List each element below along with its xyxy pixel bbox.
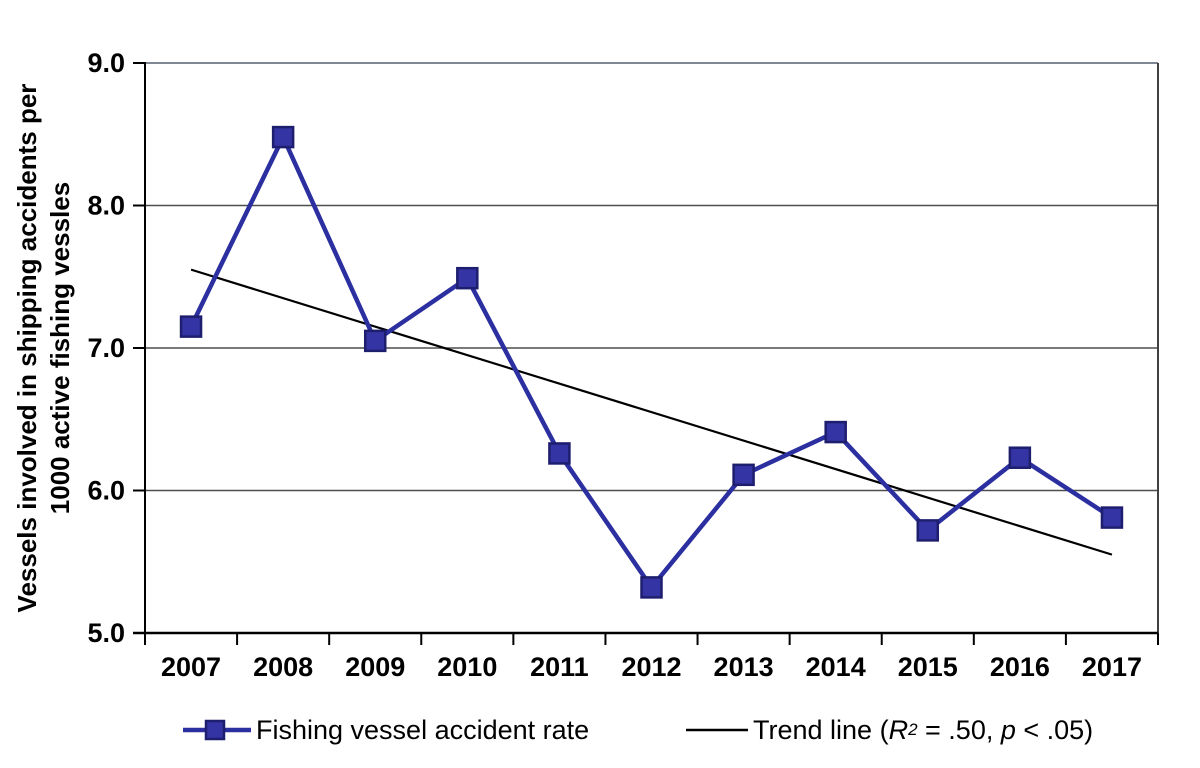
data-point-2010 xyxy=(456,266,479,290)
legend-item-trend-line: Trend line ( R 2 = .50, p < .05) xyxy=(686,711,1093,749)
y-tick-label: 6.0 xyxy=(87,476,125,506)
x-tick-label: 2013 xyxy=(714,652,774,682)
data-point-2013 xyxy=(732,463,755,487)
series-line-marker-swatch xyxy=(183,719,251,741)
y-axis-title-line2: 1000 active fishing vessles xyxy=(45,181,75,515)
data-point-2008 xyxy=(271,125,295,149)
trend-line xyxy=(190,268,1113,556)
x-tick-label: 2010 xyxy=(437,652,497,682)
trend-line-swatch xyxy=(686,728,748,732)
x-tick-label: 2014 xyxy=(806,652,866,682)
y-axis-title: Vessels involved in shipping accidents p… xyxy=(11,38,77,658)
y-tick-label: 8.0 xyxy=(87,191,125,221)
data-point-2012 xyxy=(640,576,663,599)
y-tick-label: 7.0 xyxy=(87,333,125,363)
x-tick-label: 2017 xyxy=(1082,652,1142,682)
data-point-2011 xyxy=(548,442,571,465)
legend-series-label: Fishing vessel accident rate xyxy=(256,714,590,745)
x-tick-label: 2012 xyxy=(621,652,681,682)
legend-trend-label: Trend line xyxy=(753,714,873,745)
series-line xyxy=(189,131,1114,592)
fishing-accident-rate-chart: 5.0 6.0 7.0 8.0 9.0 2007 2008 2009 2010 2011 2012 2… xyxy=(87,48,1159,682)
x-tick-label: 2007 xyxy=(161,652,221,682)
y-tick-label: 9.0 xyxy=(87,48,125,78)
data-point-2017 xyxy=(1100,506,1124,529)
data-point-2016 xyxy=(1008,446,1032,469)
legend-item-accident-rate: Fishing vessel accident rate xyxy=(183,711,589,749)
x-tick-label: 2016 xyxy=(990,652,1050,682)
legend-trend-open-paren: ( xyxy=(872,714,889,745)
data-point-2015 xyxy=(916,519,940,542)
legend-trend-p-symbol: p xyxy=(1000,714,1016,745)
data-point-2009 xyxy=(363,329,387,353)
legend-trend-r-symbol: R xyxy=(888,714,909,745)
data-point-2007 xyxy=(179,315,203,338)
x-tick-label: 2008 xyxy=(253,652,313,682)
x-tick-label: 2015 xyxy=(898,652,958,682)
legend-trend-r-value: = .50, xyxy=(917,714,1001,745)
y-axis-title-line1: Vessels involved in shipping accidents p… xyxy=(12,83,42,613)
legend-trend-p-value: < .05) xyxy=(1015,714,1094,745)
x-tick-label: 2009 xyxy=(345,652,405,682)
data-point-2014 xyxy=(824,420,847,444)
y-tick-label: 5.0 xyxy=(87,618,125,648)
x-tick-label: 2011 xyxy=(530,652,589,682)
